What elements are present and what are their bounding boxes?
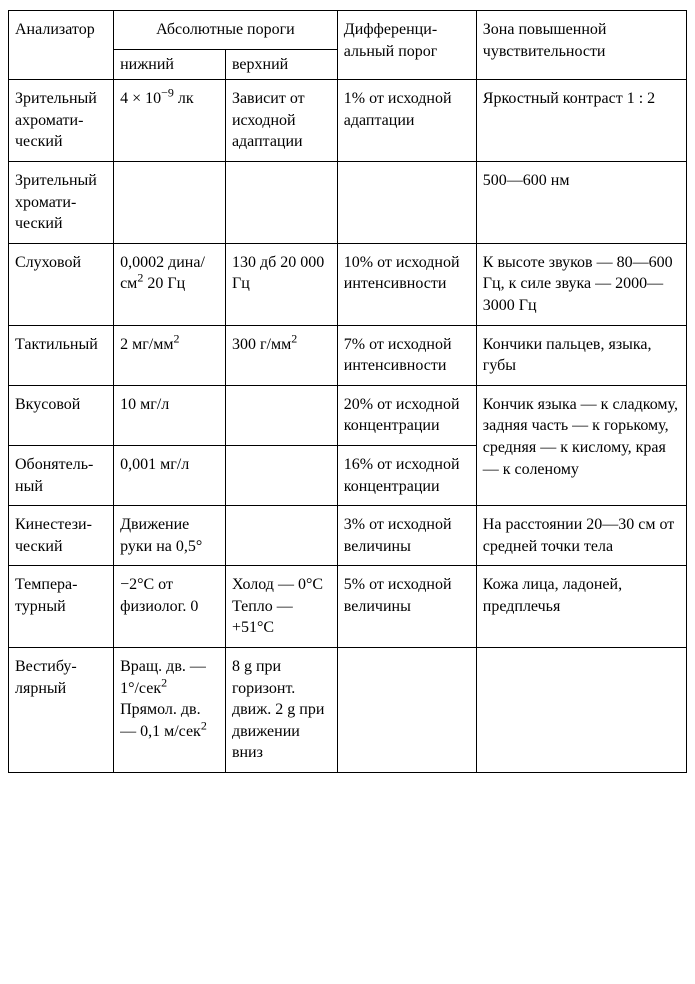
cell-upper: 130 дб 20 000 Гц: [225, 243, 337, 325]
cell-zone: Кончик языка — к сладкому, задняя часть …: [476, 385, 686, 505]
cell-diff: 10% от исходной интенсивности: [337, 243, 476, 325]
cell-lower: 4 × 10−9 лк: [114, 80, 226, 162]
cell-zone: К высоте звуков — 80—600 Гц, к силе звук…: [476, 243, 686, 325]
cell-diff: 20% от исходной концентрации: [337, 385, 476, 445]
cell-upper: 300 г/мм2: [225, 325, 337, 385]
col-group-absolute: Абсолютные пороги: [114, 11, 338, 50]
cell-lower: −2°С от физиолог. 0: [114, 566, 226, 648]
cell-upper: Зависит от исходной адаптации: [225, 80, 337, 162]
table-row: Слуховой0,0002 дина/ см2 20 Гц130 дб 20 …: [9, 243, 687, 325]
cell-zone: На расстоянии 20—30 см от средней точки …: [476, 506, 686, 566]
cell-zone: 500—600 нм: [476, 161, 686, 243]
cell-lower: Вращ. дв. — 1°/сек2 Прямол. дв. — 0,1 м/…: [114, 648, 226, 773]
col-abs-upper: верхний: [225, 49, 337, 80]
cell-analyzer: Обонятель­ный: [9, 445, 114, 505]
col-differential: Дифференци­альный порог: [337, 11, 476, 80]
table-header: Анализатор Абсолютные пороги Дифференци­…: [9, 11, 687, 80]
cell-diff: [337, 648, 476, 773]
cell-zone: [476, 648, 686, 773]
cell-diff: 3% от исходной величины: [337, 506, 476, 566]
cell-lower: [114, 161, 226, 243]
cell-zone: Кончики пальцев, языка, губы: [476, 325, 686, 385]
cell-upper: [225, 506, 337, 566]
cell-analyzer: Зрительный хромати­ческий: [9, 161, 114, 243]
cell-diff: 7% от исходной интенсивности: [337, 325, 476, 385]
cell-analyzer: Тактильный: [9, 325, 114, 385]
sensory-thresholds-table: Анализатор Абсолютные пороги Дифференци­…: [8, 10, 687, 773]
cell-zone: Яркостный контраст 1 : 2: [476, 80, 686, 162]
cell-analyzer: Темпера­турный: [9, 566, 114, 648]
table-row: Темпера­турный−2°С от физиолог. 0Холод —…: [9, 566, 687, 648]
cell-upper: [225, 385, 337, 445]
table-row: Кинестези­ческийДвижение руки на 0,5° 3% …: [9, 506, 687, 566]
col-analyzer: Анализатор: [9, 11, 114, 80]
cell-zone: Кожа лица, ладоней, предплечья: [476, 566, 686, 648]
table-row: Зрительный хромати­ческий 500—600 нм: [9, 161, 687, 243]
cell-diff: 16% от исходной концентрации: [337, 445, 476, 505]
table-body: Зрительный ахромати­ческий4 × 10−9 лкЗав…: [9, 80, 687, 773]
cell-upper: [225, 161, 337, 243]
cell-upper: [225, 445, 337, 505]
cell-upper: 8 g при горизонт. движ. 2 g при движении…: [225, 648, 337, 773]
table-row: Зрительный ахромати­ческий4 × 10−9 лкЗав…: [9, 80, 687, 162]
cell-lower: 10 мг/л: [114, 385, 226, 445]
col-zone: Зона повышенной чувствительности: [476, 11, 686, 80]
cell-diff: [337, 161, 476, 243]
cell-diff: 1% от исходной адаптации: [337, 80, 476, 162]
cell-lower: 0,0002 дина/ см2 20 Гц: [114, 243, 226, 325]
cell-upper: Холод — 0°С Тепло — +51°С: [225, 566, 337, 648]
table-row: Вкусовой10 мг/л 20% от исходной концентра…: [9, 385, 687, 445]
table-row: Тактильный2 мг/мм2300 г/мм27% от исходно…: [9, 325, 687, 385]
cell-analyzer: Вкусовой: [9, 385, 114, 445]
cell-analyzer: Кинестези­ческий: [9, 506, 114, 566]
table-row: Вестибу­лярныйВращ. дв. — 1°/сек2 Прямол…: [9, 648, 687, 773]
cell-analyzer: Вестибу­лярный: [9, 648, 114, 773]
cell-lower: Движение руки на 0,5°: [114, 506, 226, 566]
cell-lower: 2 мг/мм2: [114, 325, 226, 385]
cell-analyzer: Слуховой: [9, 243, 114, 325]
cell-analyzer: Зрительный ахромати­ческий: [9, 80, 114, 162]
cell-lower: 0,001 мг/л: [114, 445, 226, 505]
col-abs-lower: нижний: [114, 49, 226, 80]
cell-diff: 5% от исходной величины: [337, 566, 476, 648]
